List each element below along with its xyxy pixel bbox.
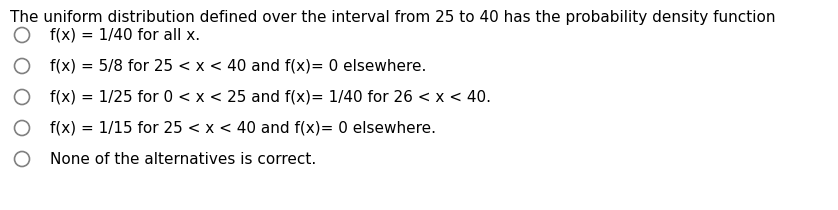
- Text: f(x) = 1/25 for 0 < x < 25 and f(x)= 1/40 for 26 < x < 40.: f(x) = 1/25 for 0 < x < 25 and f(x)= 1/4…: [50, 89, 491, 105]
- Text: f(x) = 1/40 for all x.: f(x) = 1/40 for all x.: [50, 28, 200, 42]
- Text: None of the alternatives is correct.: None of the alternatives is correct.: [50, 151, 316, 167]
- Text: The uniform distribution defined over the interval from 25 to 40 has the probabi: The uniform distribution defined over th…: [10, 10, 775, 25]
- Text: f(x) = 1/15 for 25 < x < 40 and f(x)= 0 elsewhere.: f(x) = 1/15 for 25 < x < 40 and f(x)= 0 …: [50, 121, 436, 135]
- Text: f(x) = 5/8 for 25 < x < 40 and f(x)= 0 elsewhere.: f(x) = 5/8 for 25 < x < 40 and f(x)= 0 e…: [50, 59, 427, 74]
